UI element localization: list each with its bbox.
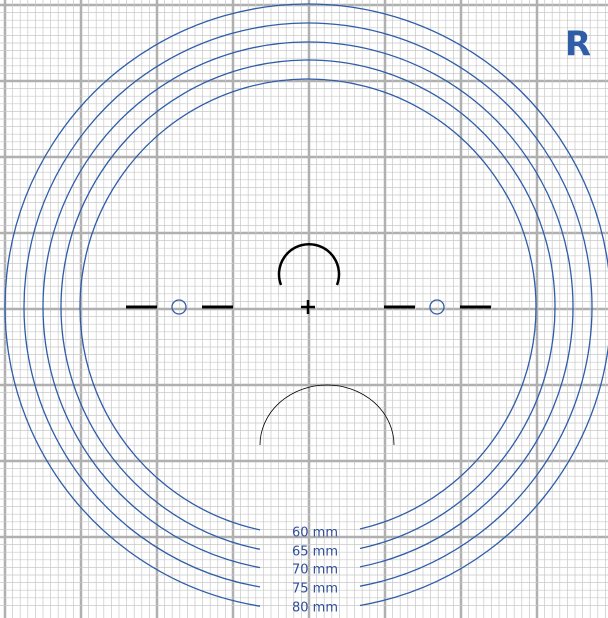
ring bbox=[60, 59, 556, 550]
ring-label: 75 mm bbox=[292, 582, 338, 597]
ring bbox=[79, 78, 537, 531]
ring bbox=[4, 3, 608, 607]
ring bbox=[23, 22, 593, 588]
lower-arc bbox=[259, 384, 395, 446]
markers bbox=[126, 242, 491, 446]
ring-label: 70 mm bbox=[292, 563, 338, 578]
ring-label: 65 mm bbox=[292, 545, 338, 560]
ring bbox=[42, 41, 574, 569]
ring-label: 60 mm bbox=[292, 526, 338, 541]
pupil-marker bbox=[171, 299, 187, 315]
rings: 60 mm 65 mm 70 mm 75 mm 80 mm bbox=[4, 3, 608, 616]
corner-label: R bbox=[565, 25, 591, 65]
ring-label: 80 mm bbox=[292, 601, 338, 616]
pupil-marker bbox=[429, 299, 445, 315]
top-arc bbox=[277, 242, 341, 286]
